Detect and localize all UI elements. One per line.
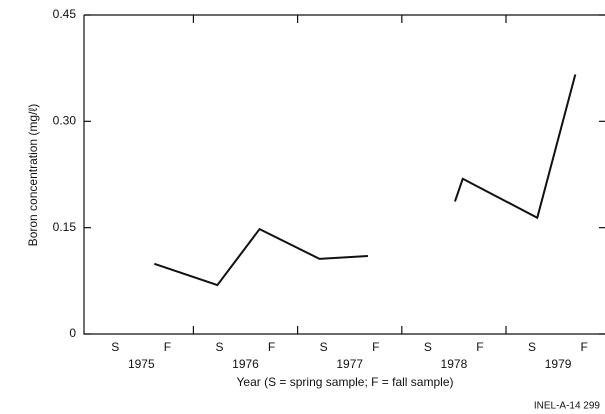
y-tick-label: 0.15 [53,220,77,234]
y-tick-label: 0 [69,326,76,340]
y-tick-label: 0.30 [53,114,77,128]
year-label: 1975 [128,357,155,371]
year-label: 1976 [232,357,259,371]
x-tick-label: S [320,340,328,354]
x-axis-label: Year (S = spring sample; F = fall sample… [237,375,454,389]
x-tick-label: F [372,340,379,354]
footnote: INEL-A-14 299 [534,401,601,412]
year-label: 1978 [441,357,468,371]
x-tick-label: F [580,340,587,354]
x-tick-label: S [528,340,536,354]
x-tick-label: F [476,340,483,354]
y-tick-label: 0.45 [53,7,77,21]
x-tick-label: F [268,340,275,354]
x-tick-label: S [424,340,432,354]
year-label: 1979 [545,357,572,371]
x-tick-label: F [164,340,171,354]
data-line [154,74,577,287]
x-tick-label: S [215,340,223,354]
year-label: 1977 [336,357,363,371]
y-axis-label: Boron concentration (mg/ℓ) [26,104,40,247]
x-tick-label: S [111,340,119,354]
axes [83,15,605,335]
